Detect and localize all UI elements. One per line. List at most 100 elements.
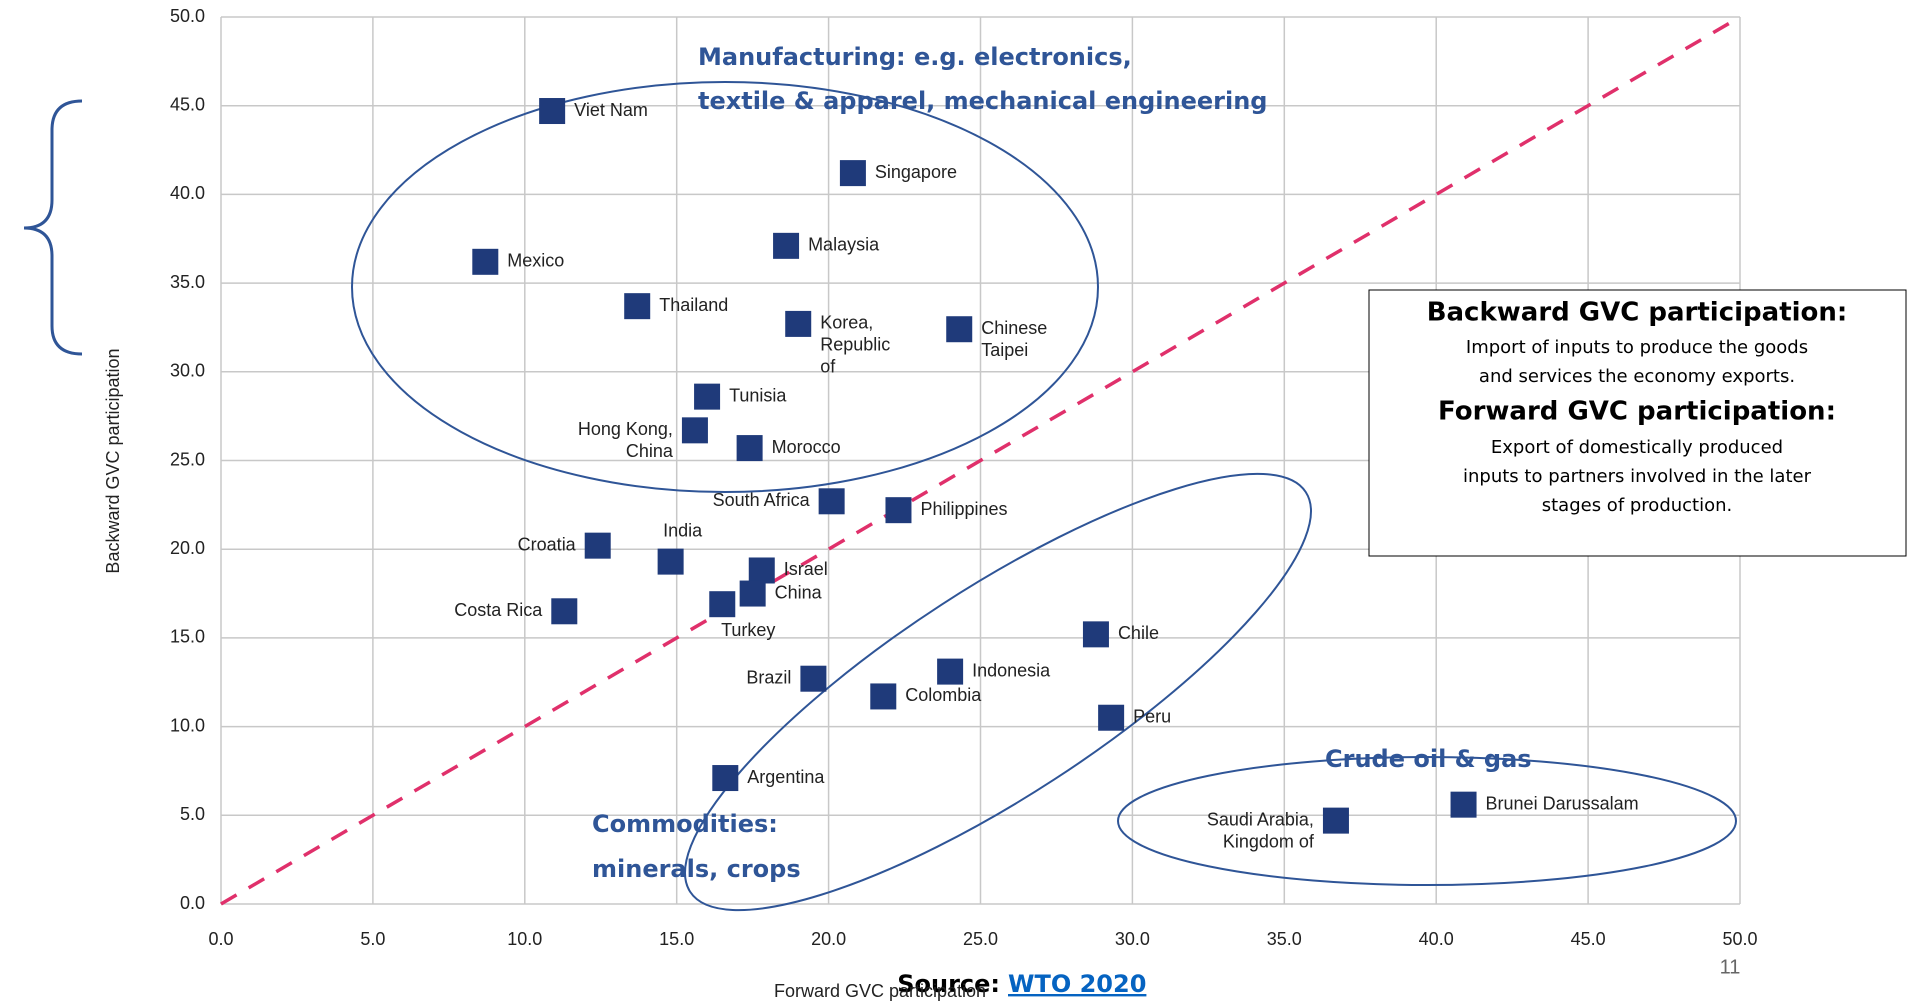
point-label: of — [820, 357, 836, 377]
point — [773, 232, 800, 259]
point — [818, 488, 845, 515]
point-label: Taipei — [981, 340, 1028, 360]
box-title: Backward GVC participation: — [1427, 298, 1848, 328]
y-tick-label: 0.0 — [180, 893, 205, 913]
point-label: Thailand — [659, 295, 728, 315]
y-tick-label: 50.0 — [170, 6, 205, 26]
point — [736, 435, 763, 462]
box-text: and services the economy exports. — [1479, 366, 1795, 387]
point-label: Republic — [820, 335, 890, 355]
point — [937, 658, 964, 685]
x-tick-label: 45.0 — [1571, 929, 1606, 949]
point-label: Kingdom of — [1223, 831, 1315, 851]
y-tick-label: 15.0 — [170, 627, 205, 647]
point — [472, 248, 499, 275]
point — [946, 316, 973, 343]
source-label: Source: — [897, 970, 1000, 998]
brace — [23, 99, 83, 356]
box-title: Forward GVC participation: — [1438, 397, 1836, 427]
point-label: Brunei Darussalam — [1486, 793, 1639, 813]
point-label: Singapore — [875, 162, 957, 182]
box-text: inputs to partners involved in the later — [1463, 466, 1812, 487]
point-label: Chile — [1118, 623, 1159, 643]
point-label: Chinese — [981, 318, 1047, 338]
reference-line — [220, 15, 1741, 906]
x-tick-label: 40.0 — [1419, 929, 1454, 949]
commodities-ellipse — [684, 472, 1312, 912]
point — [1322, 807, 1349, 834]
x-tick-label: 0.0 — [208, 929, 233, 949]
point-label: China — [775, 582, 823, 602]
y-tick-label: 5.0 — [180, 804, 205, 824]
point — [681, 417, 708, 444]
y-tick-label: 40.0 — [170, 183, 205, 203]
y-axis-label: Backward GVC participation — [103, 348, 123, 573]
point — [785, 310, 812, 337]
x-tick-label: 35.0 — [1267, 929, 1302, 949]
point — [800, 665, 827, 692]
annotation: Crude oil & gas — [1325, 745, 1532, 773]
point-label: South Africa — [713, 490, 811, 510]
point — [870, 683, 897, 710]
point-label: China — [626, 441, 674, 461]
point-label: Colombia — [905, 685, 982, 705]
point-label: Philippines — [920, 499, 1007, 519]
annotation: minerals, crops — [592, 855, 801, 883]
point — [551, 598, 578, 625]
annotation: Commodities: — [592, 810, 778, 838]
annotation: Manufacturing: e.g. electronics, — [698, 43, 1132, 71]
x-tick-label: 25.0 — [963, 929, 998, 949]
point — [748, 557, 775, 584]
point-label: Indonesia — [972, 660, 1051, 680]
source-link[interactable]: WTO 2020 — [1008, 970, 1146, 998]
point-label: Hong Kong, — [578, 419, 673, 439]
point-label: Argentina — [747, 767, 825, 787]
point-label: Morocco — [772, 437, 841, 457]
x-tick-label: 20.0 — [811, 929, 846, 949]
box-text: stages of production. — [1542, 495, 1733, 516]
x-tick-label: 10.0 — [507, 929, 542, 949]
point — [539, 98, 566, 125]
x-axis-label: Forward GVC participation — [774, 981, 986, 1001]
x-tick-label: 15.0 — [659, 929, 694, 949]
point-label: Costa Rica — [454, 600, 543, 620]
point — [624, 293, 651, 320]
x-tick-label: 30.0 — [1115, 929, 1150, 949]
point-label: Mexico — [507, 251, 564, 271]
point-label: Brazil — [746, 667, 791, 687]
point — [885, 497, 912, 524]
annotation: textile & apparel, mechanical engineerin… — [698, 87, 1267, 115]
point — [1082, 621, 1109, 648]
point — [657, 548, 684, 575]
point-label: Malaysia — [808, 235, 880, 255]
y-tick-label: 45.0 — [170, 94, 205, 114]
point-label: Saudi Arabia, — [1207, 809, 1314, 829]
point — [1450, 791, 1477, 818]
box-text: Export of domestically produced — [1491, 437, 1783, 458]
point-label: Israel — [784, 559, 828, 579]
y-tick-label: 25.0 — [170, 449, 205, 469]
point — [709, 591, 736, 618]
y-tick-label: 20.0 — [170, 538, 205, 558]
point — [839, 160, 866, 187]
point — [739, 580, 766, 607]
point-label: Korea, — [820, 313, 873, 333]
definition-box — [1368, 289, 1907, 557]
point-label: Tunisia — [729, 385, 787, 405]
point — [694, 383, 721, 410]
box-text: Import of inputs to produce the goods — [1466, 337, 1808, 358]
point-label: Peru — [1133, 706, 1171, 726]
x-tick-label: 5.0 — [360, 929, 385, 949]
point-label: Croatia — [518, 534, 577, 554]
point — [584, 532, 611, 559]
y-tick-label: 10.0 — [170, 715, 205, 735]
point-label: Turkey — [721, 620, 775, 640]
y-tick-label: 30.0 — [170, 361, 205, 381]
point — [712, 765, 739, 792]
crude-ellipse — [1117, 756, 1737, 886]
y-tick-label: 35.0 — [170, 272, 205, 292]
page-number: 11 — [1720, 956, 1741, 978]
x-tick-label: 50.0 — [1722, 929, 1757, 949]
point-label: Viet Nam — [574, 100, 648, 120]
